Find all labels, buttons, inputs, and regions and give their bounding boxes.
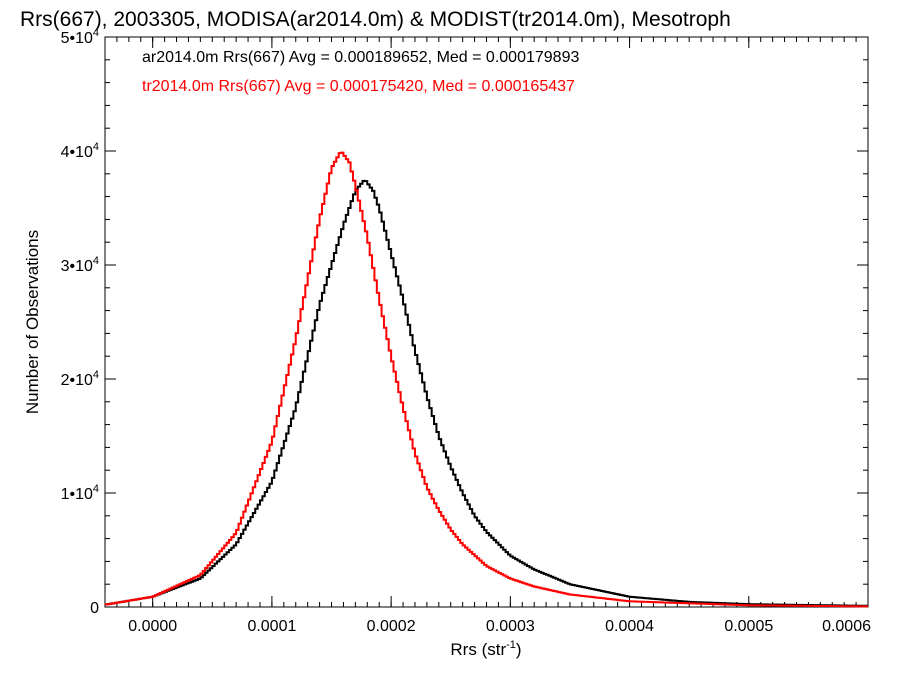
legend-entry-ar2014: ar2014.0m Rrs(667) Avg = 0.000189652, Me…	[142, 49, 579, 66]
x-axis-label-close: )	[516, 640, 522, 659]
y-axis-label: Number of Observations	[23, 230, 42, 414]
chart-title: Rrs(667), 2003305, MODISA(ar2014.0m) & M…	[20, 8, 731, 31]
legend-entry-tr2014: tr2014.0m Rrs(667) Avg = 0.000175420, Me…	[142, 78, 575, 95]
x-tick-label: 0.0003	[486, 618, 535, 635]
series-line-ar2014.0m	[105, 179, 868, 607]
x-tick-label: 0.0004	[605, 618, 654, 635]
x-tick-label: 0.0006	[822, 618, 871, 635]
x-tick-label: 0.0002	[367, 618, 416, 635]
y-tick-label: 2•104	[61, 369, 99, 389]
y-tick-label: 5•104	[61, 27, 99, 47]
x-tick-label: 0.0001	[247, 618, 296, 635]
y-tick-label: 1•104	[61, 483, 99, 503]
x-axis-label-main: Rrs (str	[450, 640, 506, 659]
series-group	[105, 151, 868, 608]
minor-ticks	[104, 36, 869, 608]
series-line-tr2014.0m	[105, 151, 868, 608]
x-tick-label: 0.0000	[128, 618, 177, 635]
y-tick-label: 0	[90, 600, 99, 617]
y-axis-ticks: 0 1•104 2•104 3•104 4•104 5•104	[61, 27, 868, 617]
x-axis-label: Rrs (str-1)	[450, 639, 521, 659]
x-axis-label-sup: -1	[506, 639, 516, 651]
x-tick-label: 0.0005	[724, 618, 773, 635]
y-tick-label: 4•104	[61, 141, 99, 161]
legend: ar2014.0m Rrs(667) Avg = 0.000189652, Me…	[142, 49, 579, 95]
plot-frame	[104, 36, 869, 608]
y-tick-label: 3•104	[61, 255, 99, 275]
